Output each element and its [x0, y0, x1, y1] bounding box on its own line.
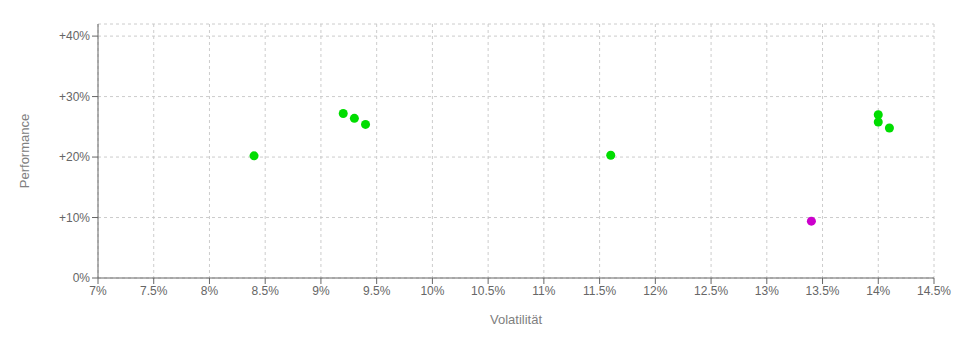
svg-text:8.5%: 8.5% — [252, 284, 280, 298]
svg-text:9%: 9% — [312, 284, 330, 298]
svg-text:8%: 8% — [201, 284, 219, 298]
svg-text:14.5%: 14.5% — [917, 284, 951, 298]
svg-text:11%: 11% — [532, 284, 555, 298]
svg-text:+20%: +20% — [59, 150, 90, 164]
svg-text:+30%: +30% — [59, 90, 90, 104]
svg-text:+40%: +40% — [59, 29, 90, 43]
svg-text:10.5%: 10.5% — [471, 284, 505, 298]
svg-text:10%: 10% — [420, 284, 444, 298]
svg-text:13.5%: 13.5% — [806, 284, 840, 298]
svg-text:9.5%: 9.5% — [363, 284, 391, 298]
svg-text:Performance: Performance — [17, 114, 32, 188]
svg-text:13%: 13% — [755, 284, 779, 298]
svg-text:7%: 7% — [89, 284, 107, 298]
svg-text:0%: 0% — [73, 271, 91, 285]
svg-text:7.5%: 7.5% — [140, 284, 168, 298]
svg-text:12%: 12% — [643, 284, 667, 298]
svg-text:14%: 14% — [866, 284, 890, 298]
svg-text:11.5%: 11.5% — [583, 284, 616, 298]
svg-text:12.5%: 12.5% — [694, 284, 728, 298]
svg-text:+10%: +10% — [59, 211, 90, 225]
svg-text:Volatilität: Volatilität — [490, 312, 542, 327]
